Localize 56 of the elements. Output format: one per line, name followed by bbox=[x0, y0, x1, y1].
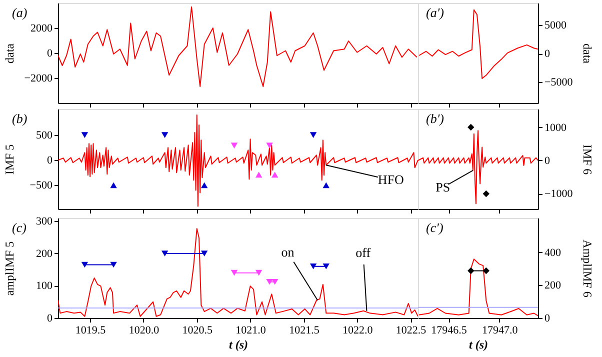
point bbox=[230, 142, 238, 148]
y-axis-title: amplIMF 5 bbox=[2, 241, 16, 296]
y-tick-label: 2000 bbox=[30, 22, 53, 34]
point bbox=[110, 182, 117, 188]
annotation: (b′) bbox=[426, 111, 444, 126]
y-tick-label: 5000 bbox=[544, 20, 567, 32]
y-tick-label: −2000 bbox=[24, 72, 53, 84]
x-axis-title: t (s) bbox=[229, 338, 248, 352]
x-tick-label: 1021.0 bbox=[236, 324, 266, 336]
point bbox=[161, 132, 168, 138]
x-tick-label: 1020.0 bbox=[128, 324, 160, 336]
y-axis-title: data bbox=[580, 44, 594, 64]
y-tick-label: 0 bbox=[47, 48, 53, 60]
point bbox=[310, 132, 317, 138]
y-tick-label: 0 bbox=[544, 312, 550, 324]
annotation: HFO bbox=[378, 172, 404, 188]
y-tick-label: −500 bbox=[30, 180, 53, 192]
x-tick-label: 1020.5 bbox=[182, 324, 213, 336]
text: (a) bbox=[12, 5, 28, 20]
x-tick-label: 1019.5 bbox=[75, 324, 106, 336]
x-tick-label: 17947.0 bbox=[482, 324, 518, 336]
text: (c) bbox=[12, 220, 26, 235]
annotation: (c′) bbox=[426, 220, 444, 235]
point bbox=[200, 182, 208, 188]
x-tick-label: 17946.5 bbox=[431, 324, 468, 336]
y-axis-title: IMF 6 bbox=[580, 144, 594, 175]
x-tick-label: 1021.5 bbox=[289, 324, 320, 336]
annotation: off bbox=[356, 244, 372, 260]
point bbox=[322, 182, 330, 188]
y-tick-label: 500 bbox=[36, 130, 53, 142]
point bbox=[81, 132, 88, 138]
y-tick-label: 0 bbox=[47, 312, 53, 324]
annotation: on bbox=[281, 244, 295, 260]
annotation: (a′) bbox=[426, 5, 444, 20]
y-axis-title: IMF 5 bbox=[2, 144, 16, 175]
y-axis-title: data bbox=[2, 42, 16, 64]
x-axis-title: t (s) bbox=[469, 338, 488, 352]
y-tick-label: 300 bbox=[36, 216, 53, 228]
y-tick-label: 200 bbox=[544, 280, 562, 292]
y-axis-title: AmplIMF 6 bbox=[580, 240, 594, 298]
y-tick-label: 100 bbox=[36, 280, 53, 292]
text: (b) bbox=[12, 111, 28, 126]
y-tick-label: 1000 bbox=[544, 122, 567, 134]
y-tick-label: −1000 bbox=[544, 188, 574, 200]
y-tick-label: 0 bbox=[544, 48, 550, 60]
point bbox=[272, 172, 278, 178]
y-tick-label: 0 bbox=[47, 154, 53, 167]
point bbox=[255, 172, 262, 178]
annotation: PS bbox=[436, 179, 450, 194]
y-tick-label: 200 bbox=[36, 248, 53, 260]
point bbox=[266, 142, 273, 148]
y-tick-label: −5000 bbox=[544, 76, 574, 88]
x-tick-label: 1022.5 bbox=[396, 324, 427, 336]
x-tick-label: 1022.0 bbox=[342, 324, 374, 336]
y-tick-label: 0 bbox=[544, 154, 550, 167]
y-tick-label: 400 bbox=[544, 246, 562, 259]
